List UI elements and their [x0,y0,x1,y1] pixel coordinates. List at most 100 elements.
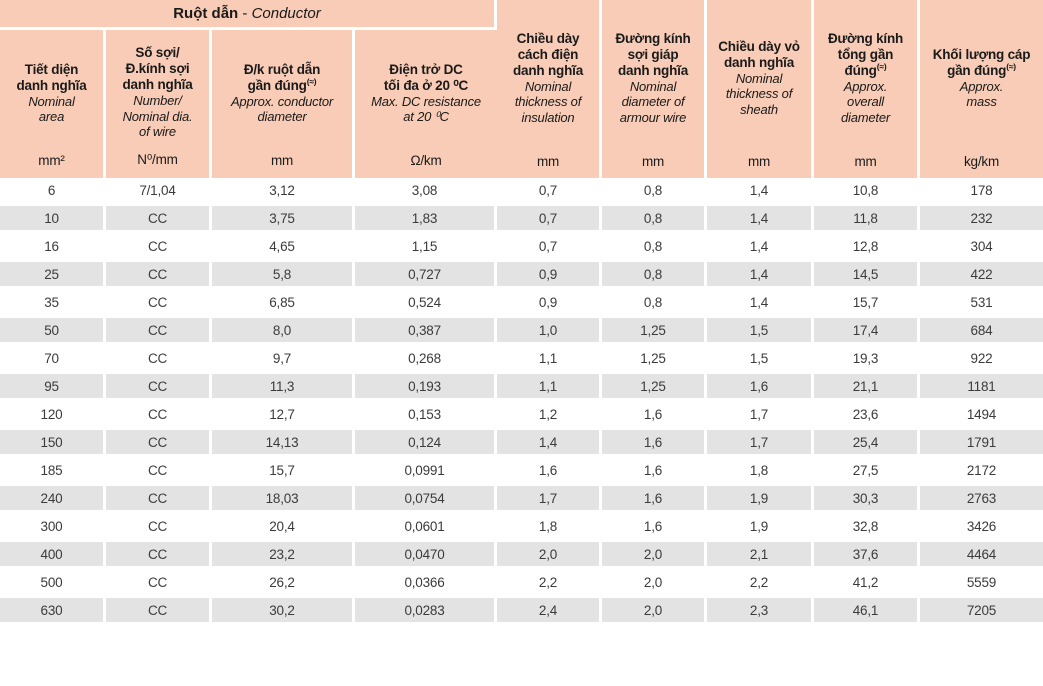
approx-superscript: (≈) [876,61,887,72]
cell-insulation-thickness: 2,4 [497,598,602,626]
cell-dc-resistance: 3,08 [355,178,497,206]
cell-insulation-thickness: 1,1 [497,346,602,374]
cell-overall-dia: 30,3 [814,486,920,514]
cell-dc-resistance: 0,387 [355,318,497,346]
cell-sheath-thickness: 1,8 [707,458,814,486]
cell-number-dia-of-wire: CC [106,458,212,486]
cell-armour-wire-dia: 2,0 [602,570,707,598]
cell-nominal-area: 6 [0,178,106,206]
cell-armour-wire-dia: 0,8 [602,290,707,318]
col-title-vi: Số sợi/ [135,45,180,61]
col-header-armour-wire-dia: Đường kính sợi giáp danh nghĩa Nominal diame… [602,0,707,178]
cell-sheath-thickness: 1,4 [707,206,814,234]
cell-conductor-dia: 26,2 [212,570,355,598]
col-title-en: Nominal [629,78,677,94]
cell-dc-resistance: 0,0601 [355,514,497,542]
col-title-vi: Khối lượng cáp [932,46,1031,62]
cell-dc-resistance: 0,268 [355,346,497,374]
cell-number-dia-of-wire: CC [106,598,212,626]
cell-nominal-area: 50 [0,318,106,346]
col-title-vi: sợi giáp [627,46,679,62]
cell-overall-dia: 17,4 [814,318,920,346]
col-title-vi: tổng gần [837,46,894,62]
cell-dc-resistance: 0,0283 [355,598,497,626]
cell-armour-wire-dia: 0,8 [602,234,707,262]
cell-mass: 5559 [920,570,1043,598]
cell-sheath-thickness: 1,4 [707,262,814,290]
cell-armour-wire-dia: 1,6 [602,458,707,486]
cell-insulation-thickness: 1,7 [497,486,602,514]
cell-number-dia-of-wire: CC [106,262,212,290]
cell-nominal-area: 240 [0,486,106,514]
col-title-vi: tối đa ở 20 ⁰C [383,77,469,93]
col-title-vi: đúng(≈) [844,61,887,78]
cell-overall-dia: 11,8 [814,206,920,234]
cell-number-dia-of-wire: CC [106,514,212,542]
cell-armour-wire-dia: 1,6 [602,514,707,542]
cell-nominal-area: 120 [0,402,106,430]
cell-mass: 304 [920,234,1043,262]
cell-mass: 1494 [920,402,1043,430]
cell-mass: 2763 [920,486,1043,514]
col-title-en: thickness of [725,86,793,102]
cell-insulation-thickness: 0,9 [497,290,602,318]
group-header-vi: Ruột dẫn [173,5,239,22]
cell-insulation-thickness: 1,1 [497,374,602,402]
table-row: 500 CC 26,2 0,0366 2,2 2,0 2,2 41,2 5559 [0,570,1043,598]
col-title-en: Max. DC resistance [371,93,481,109]
col-title-en: armour wire [619,109,687,125]
col-title-en: Approx. conductor [230,93,334,109]
table-row: 16 CC 4,65 1,15 0,7 0,8 1,4 12,8 304 [0,234,1043,262]
col-title-en: area [38,109,65,124]
col-title-vi: Chiều dày [516,30,580,46]
cell-nominal-area: 95 [0,374,106,402]
col-title-en: diameter of [621,94,685,110]
cell-overall-dia: 23,6 [814,402,920,430]
cell-number-dia-of-wire: CC [106,486,212,514]
cell-overall-dia: 25,4 [814,430,920,458]
cell-overall-dia: 21,1 [814,374,920,402]
cell-mass: 531 [920,290,1043,318]
cell-nominal-area: 400 [0,542,106,570]
cell-mass: 7205 [920,598,1043,626]
cell-sheath-thickness: 1,4 [707,290,814,318]
col-title-vi: Điện trở DC [389,61,463,77]
cell-mass: 4464 [920,542,1043,570]
cell-insulation-thickness: 1,0 [497,318,602,346]
col-unit: N⁰/mm [137,151,178,167]
cell-number-dia-of-wire: CC [106,374,212,402]
cell-sheath-thickness: 1,7 [707,402,814,430]
table-row: 35 CC 6,85 0,524 0,9 0,8 1,4 15,7 531 [0,290,1043,318]
cell-overall-dia: 14,5 [814,262,920,290]
cell-insulation-thickness: 1,2 [497,402,602,430]
col-header-mass: Khối lượng cáp gần đúng(≈) Approx. mass kg/k… [920,0,1043,178]
cell-overall-dia: 32,8 [814,514,920,542]
col-unit: mm [854,154,877,169]
table-row: 400 CC 23,2 0,0470 2,0 2,0 2,1 37,6 4464 [0,542,1043,570]
col-title-vi: gần đúng(≈) [247,76,317,93]
cell-armour-wire-dia: 0,8 [602,262,707,290]
cell-sheath-thickness: 2,2 [707,570,814,598]
cell-dc-resistance: 0,727 [355,262,497,290]
cell-armour-wire-dia: 2,0 [602,542,707,570]
col-header-sheath-thickness: Chiều dày vỏ danh nghĩa Nominal thickness o… [707,0,814,178]
table-row: 185 CC 15,7 0,0991 1,6 1,6 1,8 27,5 2172 [0,458,1043,486]
cell-overall-dia: 46,1 [814,598,920,626]
cell-dc-resistance: 0,153 [355,402,497,430]
cell-number-dia-of-wire: 7/1,04 [106,178,212,206]
table-header: Ruột dẫn - Conductor Chiều dày cách điện d… [0,0,1043,178]
cell-conductor-dia: 20,4 [212,514,355,542]
cell-number-dia-of-wire: CC [106,542,212,570]
col-title-vi: Đường kính [827,30,904,46]
cell-sheath-thickness: 1,9 [707,514,814,542]
approx-superscript: (≈) [306,76,317,86]
cell-mass: 684 [920,318,1043,346]
cell-nominal-area: 630 [0,598,106,626]
cell-conductor-dia: 6,85 [212,290,355,318]
cell-dc-resistance: 0,524 [355,290,497,318]
table-row: 95 CC 11,3 0,193 1,1 1,25 1,6 21,1 1181 [0,374,1043,402]
cell-dc-resistance: 0,0366 [355,570,497,598]
cell-mass: 3426 [920,514,1043,542]
cable-spec-table: Ruột dẫn - Conductor Chiều dày cách điện d… [0,0,1043,626]
table-row: 300 CC 20,4 0,0601 1,8 1,6 1,9 32,8 3426 [0,514,1043,542]
